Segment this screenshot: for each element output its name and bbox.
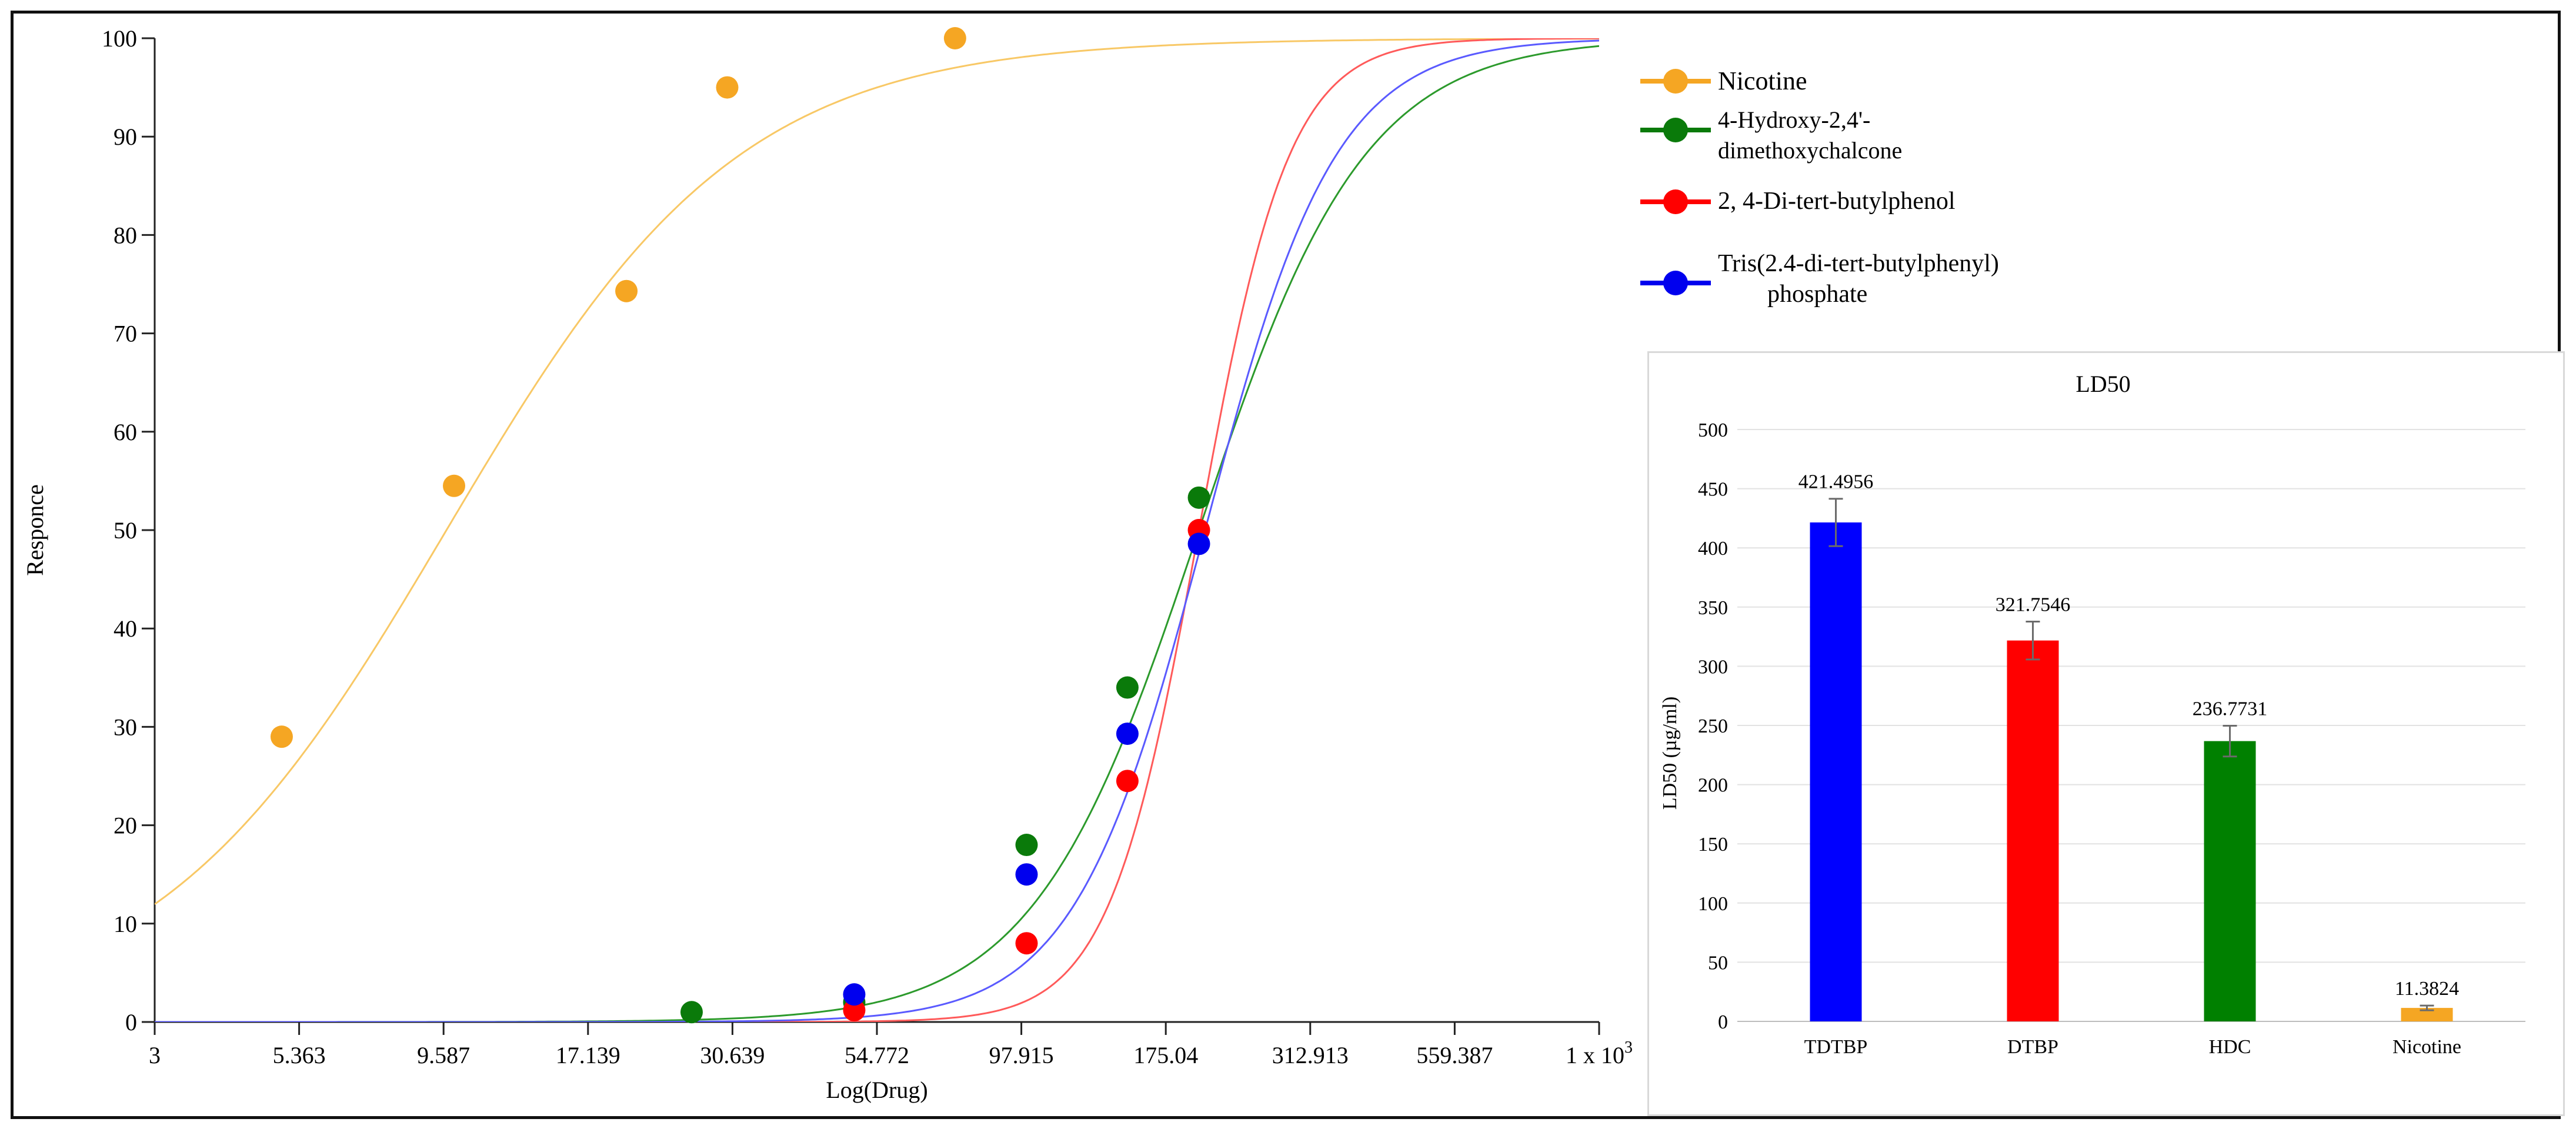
data-point-series-2 (1116, 770, 1139, 793)
ld50-y-tick-label: 400 (1698, 538, 1728, 560)
ld50-chart-title: LD50 (2076, 371, 2130, 397)
y-tick-label: 90 (114, 124, 137, 150)
legend-item-dtbp: 2, 4-Di-tert-butylphenol (1640, 188, 1956, 215)
x-tick-label: 17.139 (556, 1042, 620, 1068)
ld50-bar-nicotine (2401, 1008, 2453, 1021)
legend-marker-dtbp (1663, 189, 1688, 214)
legend-label-nicotine: Nicotine (1718, 66, 1807, 95)
legend-label-tdtbp-line1: Tris(2.4-di-tert-butylphenyl) (1718, 250, 1999, 277)
ld50-y-tick-label: 100 (1698, 893, 1728, 915)
fit-curve-series-0 (155, 38, 1599, 905)
legend-label-dtbp: 2, 4-Di-tert-butylphenol (1718, 188, 1956, 215)
x-tick-label: 175.04 (1133, 1042, 1198, 1068)
y-tick-label: 60 (114, 419, 137, 445)
ld50-value-label: 11.3824 (2395, 978, 2459, 1000)
ld50-category-label: HDC (2209, 1036, 2251, 1058)
y-tick-label: 40 (114, 615, 137, 642)
y-tick-label: 80 (114, 222, 137, 248)
ld50-y-axis-label: LD50 (µg/ml) (1659, 697, 1681, 810)
ld50-value-label: 321.7546 (1996, 594, 2071, 615)
legend-item-hdc: 4-Hydroxy-2,4'- dimethoxychalcone (1640, 106, 1902, 164)
y-tick-label: 50 (114, 517, 137, 544)
data-point-series-3 (1187, 532, 1210, 555)
ld50-y-tick-label: 200 (1698, 775, 1728, 797)
x-tick-label: 5.363 (273, 1042, 326, 1068)
ld50-chart-panel: LD50 0 50 100 150 200 250 300 350 400 450 500 421.… (1647, 351, 2565, 1116)
data-point-series-3 (1015, 863, 1038, 886)
legend-marker-nicotine (1663, 69, 1688, 94)
y-axis-label: Responce (22, 484, 48, 576)
ld50-y-tick-label: 50 (1708, 952, 1728, 974)
fit-curve-series-1 (155, 45, 1599, 1022)
y-tick-label: 0 (125, 1009, 137, 1036)
ld50-y-tick-label: 450 (1698, 479, 1728, 501)
ld50-category-label: Nicotine (2393, 1036, 2461, 1058)
ld50-bar-chart: LD50 0 50 100 150 200 250 300 350 400 450 500 421.… (1659, 371, 2525, 1058)
legend-marker-tdtbp (1663, 271, 1688, 295)
legend-label-hdc-line2: dimethoxychalcone (1718, 137, 1902, 164)
legend-label-hdc-line1: 4-Hydroxy-2,4'- (1718, 106, 1870, 133)
data-point-series-1 (1116, 676, 1139, 699)
data-point-series-3 (843, 983, 866, 1006)
ld50-y-tick-label: 150 (1698, 834, 1728, 855)
x-tick-label: 97.915 (989, 1042, 1054, 1068)
x-tick-label: 312.913 (1272, 1042, 1349, 1068)
ld50-bar-hdc (2204, 741, 2256, 1021)
ld50-value-label: 421.4956 (1798, 471, 1874, 493)
ld50-y-tick-label: 300 (1698, 656, 1728, 678)
ld50-y-tick-label: 250 (1698, 715, 1728, 737)
legend-item-nicotine: Nicotine (1640, 66, 1807, 95)
data-point-series-3 (1116, 723, 1139, 745)
x-tick-superscript: 3 (1624, 1038, 1633, 1057)
fit-curve-series-2 (155, 38, 1599, 1022)
legend: Nicotine 4-Hydroxy-2,4'- dimethoxychalco… (1640, 66, 1999, 308)
data-point-series-1 (1187, 486, 1210, 509)
data-point-series-0 (443, 474, 466, 497)
ld50-y-tick-label: 350 (1698, 597, 1728, 619)
data-point-series-1 (680, 1001, 703, 1024)
legend-marker-hdc (1663, 118, 1688, 142)
data-point-series-2 (843, 998, 866, 1021)
x-axis-label: Log(Drug) (826, 1077, 927, 1103)
x-tick-label: 3 (149, 1042, 161, 1068)
legend-item-tdtbp: Tris(2.4-di-tert-butylphenyl) phosphate (1640, 250, 1999, 308)
ld50-y-tick-label: 500 (1698, 419, 1728, 441)
data-point-series-0 (943, 27, 966, 49)
x-tick-label: 1 x 103 (1566, 1038, 1633, 1068)
ld50-category-label: TDTBP (1804, 1036, 1868, 1058)
y-tick-label: 30 (114, 714, 137, 740)
fit-curve-series-3 (155, 39, 1599, 1022)
dose-response-plot: 0 10 20 30 40 50 60 70 80 90 100 3 5.363 9.587 17.139 3… (22, 25, 1633, 1103)
ld50-bar-dtbp (2007, 640, 2059, 1021)
x-tick-label: 54.772 (845, 1042, 909, 1068)
data-point-series-0 (716, 76, 739, 99)
data-point-series-2 (1015, 932, 1038, 955)
data-point-series-0 (615, 279, 638, 302)
data-point-series-1 (1015, 834, 1038, 857)
ld50-bar-tdtbp (1810, 522, 1862, 1021)
y-tick-label: 10 (114, 911, 137, 937)
y-tick-label: 20 (114, 813, 137, 839)
y-tick-label: 100 (102, 25, 137, 52)
x-tick-label: 30.639 (700, 1042, 765, 1068)
figure-frame: 0 10 20 30 40 50 60 70 80 90 100 3 5.363 9.587 17.139 3… (11, 11, 2565, 1119)
ld50-category-label: DTBP (2007, 1036, 2058, 1058)
y-tick-label: 70 (114, 321, 137, 347)
legend-label-tdtbp-line2: phosphate (1767, 281, 1867, 308)
x-tick-label: 559.387 (1416, 1042, 1493, 1068)
x-tick-label: 9.587 (417, 1042, 470, 1068)
ld50-y-tick-label: 0 (1718, 1011, 1728, 1033)
data-point-series-0 (270, 725, 293, 748)
ld50-value-label: 236.7731 (2193, 698, 2268, 720)
